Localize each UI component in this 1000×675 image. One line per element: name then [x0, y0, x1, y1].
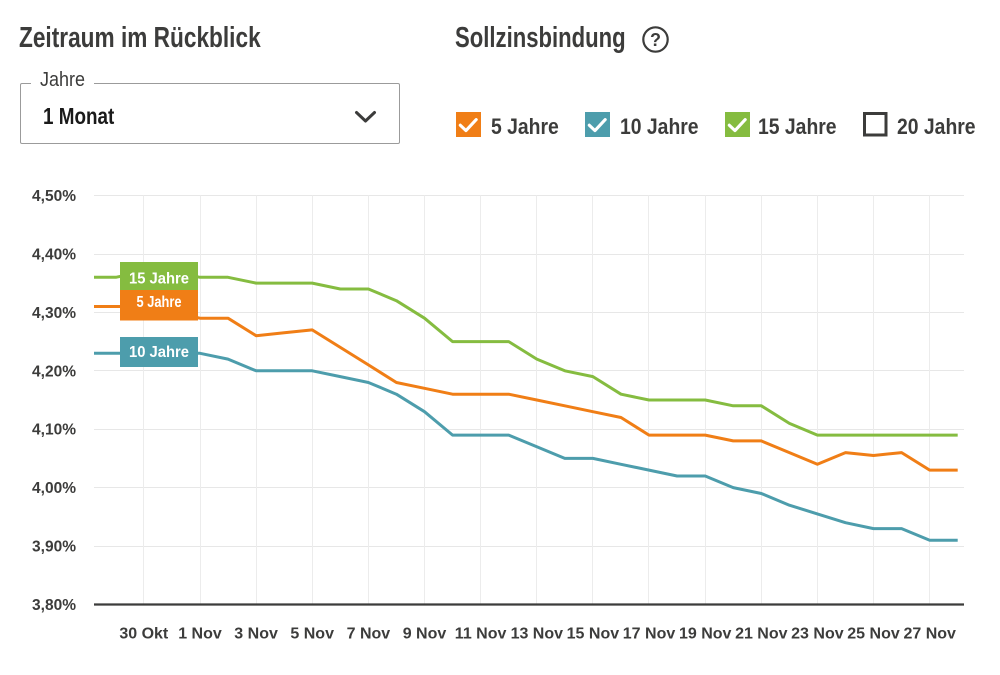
svg-text:4,40%: 4,40%: [32, 246, 76, 263]
svg-text:3,80%: 3,80%: [32, 597, 76, 614]
svg-text:5 Jahre: 5 Jahre: [137, 294, 182, 311]
svg-text:4,00%: 4,00%: [32, 480, 76, 497]
svg-text:4,20%: 4,20%: [32, 363, 76, 380]
svg-text:27 Nov: 27 Nov: [903, 626, 956, 643]
svg-text:15 Nov: 15 Nov: [567, 626, 620, 643]
svg-text:15 Jahre: 15 Jahre: [129, 271, 189, 288]
svg-text:4,50%: 4,50%: [32, 188, 76, 205]
svg-text:3 Nov: 3 Nov: [234, 626, 278, 643]
svg-text:30 Okt: 30 Okt: [119, 626, 169, 643]
svg-text:7 Nov: 7 Nov: [347, 626, 391, 643]
svg-text:21 Nov: 21 Nov: [735, 626, 788, 643]
svg-text:4,10%: 4,10%: [32, 422, 76, 439]
svg-text:5 Nov: 5 Nov: [290, 626, 334, 643]
svg-text:25 Nov: 25 Nov: [847, 626, 900, 643]
svg-text:23 Nov: 23 Nov: [791, 626, 844, 643]
svg-text:1 Nov: 1 Nov: [178, 626, 222, 643]
svg-text:13 Nov: 13 Nov: [511, 626, 564, 643]
svg-text:?: ?: [650, 30, 661, 50]
svg-text:4,30%: 4,30%: [32, 305, 76, 322]
svg-text:9 Nov: 9 Nov: [403, 626, 447, 643]
svg-text:19 Nov: 19 Nov: [679, 626, 732, 643]
svg-text:3,90%: 3,90%: [32, 539, 76, 556]
svg-text:11 Nov: 11 Nov: [455, 626, 507, 643]
svg-text:17 Nov: 17 Nov: [623, 626, 676, 643]
svg-text:10 Jahre: 10 Jahre: [129, 344, 189, 361]
